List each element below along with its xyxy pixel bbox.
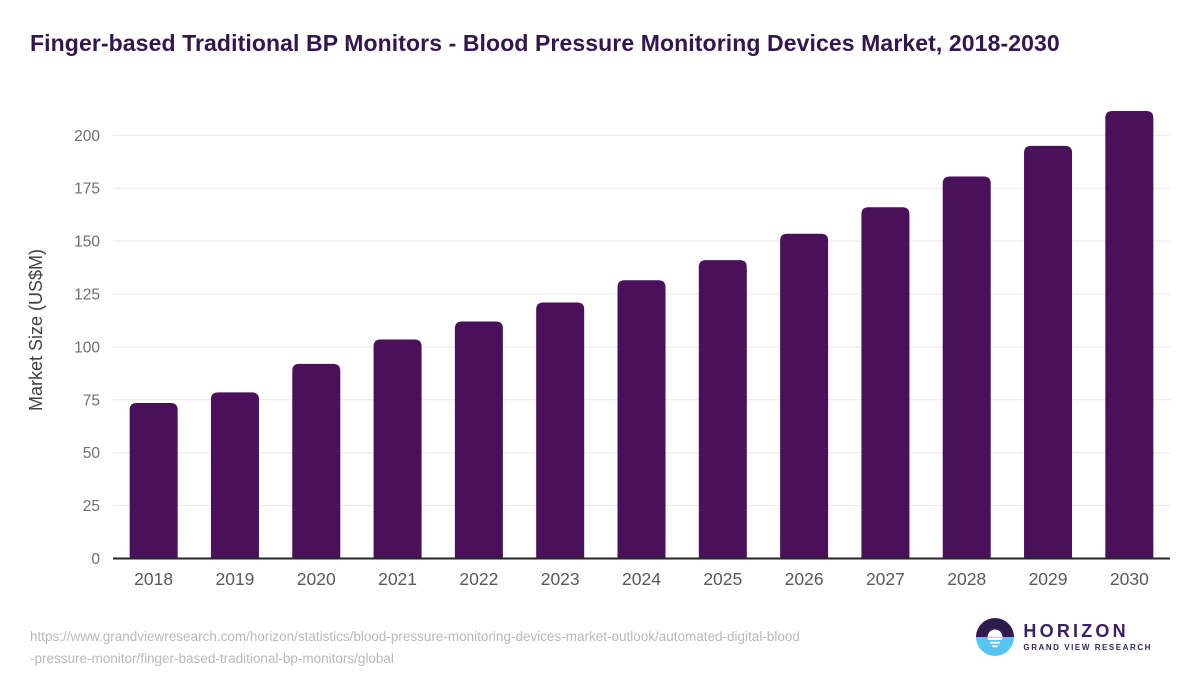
y-tick-label: 100 <box>74 339 100 356</box>
bar-2029 <box>1024 145 1073 559</box>
source-url-line2: -pressure-monitor/finger-based-tradition… <box>30 650 394 666</box>
bar-2026 <box>780 233 829 559</box>
bar-2022 <box>454 321 503 559</box>
x-tick-label: 2024 <box>622 569 661 589</box>
x-tick-label: 2021 <box>378 569 417 589</box>
x-tick-label: 2025 <box>703 569 742 589</box>
bar-2030 <box>1105 110 1154 559</box>
x-tick-label: 2018 <box>134 569 173 589</box>
x-tick-label: 2023 <box>541 569 580 589</box>
x-tick-label: 2019 <box>215 569 254 589</box>
bar-2020 <box>292 363 341 559</box>
x-tick-label: 2028 <box>947 569 986 589</box>
x-tick-label: 2020 <box>297 569 336 589</box>
bar-2018 <box>129 402 178 559</box>
horizon-logo-icon <box>976 618 1015 656</box>
bar-2023 <box>536 302 585 559</box>
x-tick-label: 2030 <box>1110 569 1149 589</box>
logo-name: HORIZON <box>1023 620 1129 641</box>
y-tick-label: 200 <box>74 128 100 145</box>
horizon-logo: HORIZON GRAND VIEW RESEARCH <box>976 618 1152 656</box>
chart-title: Finger-based Traditional BP Monitors - B… <box>30 30 1060 56</box>
x-axis-tick-labels: 2018 2019 2020 2021 2022 2023 2024 2025 2026 2027… <box>134 569 1149 589</box>
bar-2019 <box>210 392 259 559</box>
bar-2027 <box>861 207 910 559</box>
y-axis-title: Market Size (US$M) <box>26 249 46 411</box>
bar-2028 <box>942 176 991 559</box>
y-tick-label: 0 <box>91 551 100 568</box>
x-tick-label: 2026 <box>785 569 824 589</box>
y-tick-label: 175 <box>74 181 100 198</box>
bar-2024 <box>617 280 666 559</box>
bar-series <box>129 110 1154 559</box>
logo-tagline: GRAND VIEW RESEARCH <box>1023 643 1152 653</box>
x-tick-label: 2022 <box>459 569 498 589</box>
source-url: https://www.grandviewresearch.com/horizo… <box>30 626 970 669</box>
y-axis-tick-labels: 0 25 50 75 100 125 150 175 200 <box>74 128 100 568</box>
bar-2021 <box>373 339 422 559</box>
x-tick-label: 2029 <box>1029 569 1068 589</box>
y-tick-label: 150 <box>74 234 100 251</box>
y-tick-label: 50 <box>83 445 101 462</box>
y-tick-label: 25 <box>83 498 100 515</box>
y-tick-label: 125 <box>74 287 100 304</box>
x-tick-label: 2027 <box>866 569 905 589</box>
bar-2025 <box>698 260 747 559</box>
source-url-line1: https://www.grandviewresearch.com/horizo… <box>30 629 800 644</box>
y-tick-label: 75 <box>83 392 100 409</box>
